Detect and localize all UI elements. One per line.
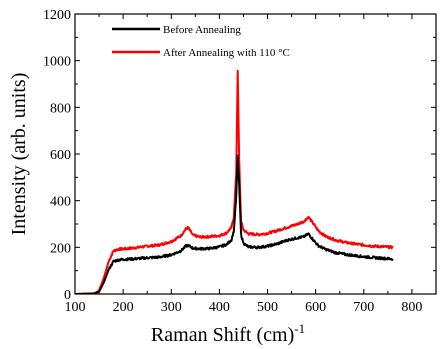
y-tick-label-6: 1200 (43, 8, 71, 23)
x-tick-label-5: 600 (305, 300, 326, 315)
y-tick-label-2: 400 (50, 195, 71, 210)
x-tick-label-3: 400 (209, 300, 230, 315)
x-tick-label-4: 500 (257, 300, 278, 315)
y-tick-label-3: 600 (50, 148, 71, 163)
x-tick-label-6: 700 (353, 300, 374, 315)
x-tick-label-2: 300 (161, 300, 182, 315)
series-line-0 (75, 154, 394, 294)
x-tick-label-1: 200 (113, 300, 134, 315)
series-layer (75, 69, 394, 294)
y-tick-label-4: 800 (50, 101, 71, 116)
y-tick-label-1: 200 (50, 241, 71, 256)
legend-label-0: Before Annealing (163, 24, 241, 36)
ticks-layer: 100 200 300 400 500 600 700 800 0 200 400 600 800 100… (43, 8, 436, 315)
y-tick-label-5: 1000 (43, 55, 71, 70)
legend: Before Annealing After Annealing with 110… (112, 24, 290, 59)
x-axis-title-superscript: -1 (294, 321, 305, 336)
y-axis-title: Intensity (arb. units) (8, 73, 30, 236)
x-tick-label-0: 100 (65, 300, 86, 315)
x-tick-label-7: 800 (401, 300, 422, 315)
x-axis-title: Raman Shift (cm)-1 (151, 321, 305, 346)
legend-label-1: After Annealing with 110 °C (163, 47, 290, 59)
y-tick-label-0: 0 (64, 288, 71, 303)
